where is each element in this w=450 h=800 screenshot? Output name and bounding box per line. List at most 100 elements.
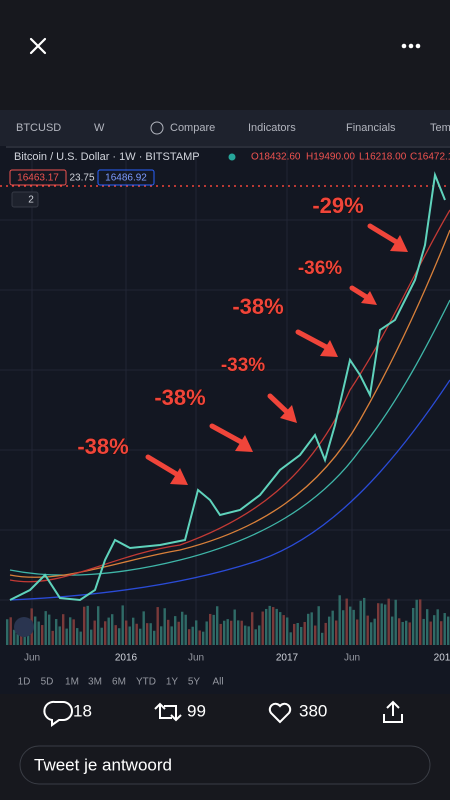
volume-bar bbox=[275, 608, 278, 645]
range-button[interactable]: 1M bbox=[65, 677, 79, 688]
retweet-icon[interactable] bbox=[154, 702, 182, 722]
x-label: Jun bbox=[188, 653, 204, 664]
like-icon[interactable] bbox=[268, 702, 292, 724]
volume-bar bbox=[415, 599, 418, 645]
volume-bar bbox=[401, 621, 404, 645]
volume-bar bbox=[373, 618, 376, 645]
volume-bar bbox=[142, 611, 145, 645]
volume-bar bbox=[181, 611, 184, 645]
volume-bar bbox=[331, 610, 334, 645]
volume-bar bbox=[125, 620, 128, 645]
volume-bar bbox=[100, 627, 103, 645]
volume-bar bbox=[419, 599, 422, 645]
range-button[interactable]: 5D bbox=[41, 677, 54, 688]
volume-bar bbox=[436, 609, 439, 645]
volume-bar bbox=[352, 609, 355, 645]
volume-bar bbox=[107, 617, 110, 645]
volume-bar bbox=[370, 622, 373, 645]
volume-bar bbox=[205, 621, 208, 645]
volume-bar bbox=[212, 614, 215, 645]
volume-bar bbox=[254, 629, 257, 645]
legend-open: O18432.60 bbox=[251, 152, 301, 163]
reply-count: 18 bbox=[73, 701, 92, 720]
volume-bar bbox=[317, 606, 320, 645]
ask-box: 16486.92 bbox=[105, 173, 147, 184]
drop-label: -29% bbox=[312, 193, 363, 218]
volume-bar bbox=[433, 615, 436, 645]
toolbar-symbol[interactable]: BTCUSD bbox=[16, 122, 61, 134]
range-button[interactable]: YTD bbox=[136, 677, 156, 688]
toolbar-indicators[interactable]: Indicators bbox=[248, 122, 296, 134]
volume-bar bbox=[366, 615, 369, 645]
range-button[interactable]: 5Y bbox=[188, 677, 201, 688]
volume-bar bbox=[405, 620, 408, 645]
range-button[interactable]: 1D bbox=[18, 677, 31, 688]
volume-bar bbox=[398, 618, 401, 645]
volume-bar bbox=[104, 621, 107, 645]
volume-bar bbox=[328, 616, 331, 645]
volume-bar bbox=[167, 619, 170, 645]
volume-bar bbox=[83, 606, 86, 645]
volume-bar bbox=[268, 605, 271, 645]
reply-box[interactable] bbox=[19, 745, 431, 785]
toolbar-compare[interactable]: Compare bbox=[170, 122, 215, 134]
ma-orange bbox=[9, 229, 450, 578]
volume-bar bbox=[72, 619, 75, 645]
toolbar-templates[interactable]: Tem bbox=[430, 122, 450, 134]
volume-bar bbox=[216, 606, 219, 645]
range-button[interactable]: 1Y bbox=[166, 677, 179, 688]
volume-bar bbox=[79, 631, 82, 645]
x-label: Jun bbox=[24, 653, 40, 664]
range-button[interactable]: All bbox=[212, 677, 223, 688]
volume-bar bbox=[65, 628, 68, 645]
volume-bar bbox=[338, 595, 341, 645]
volume-bar bbox=[37, 621, 40, 645]
volume-bar bbox=[219, 623, 222, 645]
volume-bar bbox=[149, 623, 152, 645]
range-button[interactable]: 6M bbox=[112, 677, 126, 688]
indicator-count[interactable]: 2 bbox=[28, 195, 34, 206]
drop-label: -38% bbox=[154, 385, 205, 410]
ma-red bbox=[9, 209, 450, 583]
volume-bar bbox=[342, 610, 345, 645]
volume-bar bbox=[429, 621, 432, 645]
close-button[interactable] bbox=[29, 37, 47, 55]
toolbar-financials[interactable]: Financials bbox=[346, 122, 396, 134]
volume-bar bbox=[153, 630, 156, 645]
x-label: Jun bbox=[344, 653, 360, 664]
volume-bar bbox=[258, 625, 261, 645]
volume-bar bbox=[202, 631, 205, 645]
volume-bar bbox=[279, 612, 282, 645]
volume-bar bbox=[391, 616, 394, 645]
volume-bar bbox=[34, 616, 37, 645]
share-icon[interactable] bbox=[383, 700, 403, 723]
reply-icon[interactable] bbox=[43, 700, 73, 727]
volume-bar bbox=[422, 618, 425, 645]
volume-bar bbox=[447, 616, 450, 645]
volume-bar bbox=[16, 626, 19, 645]
volume-bar bbox=[76, 628, 79, 645]
logo bbox=[14, 617, 34, 637]
compare-icon bbox=[150, 121, 164, 135]
volume-bar bbox=[174, 616, 177, 645]
volume-bar bbox=[184, 614, 187, 645]
range-button[interactable]: 3M bbox=[88, 677, 102, 688]
toolbar-interval[interactable]: W bbox=[94, 122, 105, 134]
volume-bar bbox=[58, 626, 61, 645]
volume-bar bbox=[177, 621, 180, 645]
volume-bar bbox=[41, 625, 44, 645]
more-button[interactable] bbox=[401, 43, 421, 49]
drop-label: -33% bbox=[221, 355, 265, 376]
volume-bar bbox=[293, 623, 296, 645]
volume-bar bbox=[387, 598, 390, 645]
price bbox=[9, 171, 446, 602]
volume-bar bbox=[48, 614, 51, 645]
volume-bar bbox=[191, 626, 194, 645]
volume-bar bbox=[240, 620, 243, 645]
reply-placeholder[interactable]: Tweet je antwoord bbox=[34, 755, 172, 774]
volume-bar bbox=[121, 605, 124, 645]
legend-close: C16472.1 bbox=[410, 152, 450, 163]
volume-bar bbox=[198, 630, 201, 645]
volume-bar bbox=[156, 607, 159, 645]
